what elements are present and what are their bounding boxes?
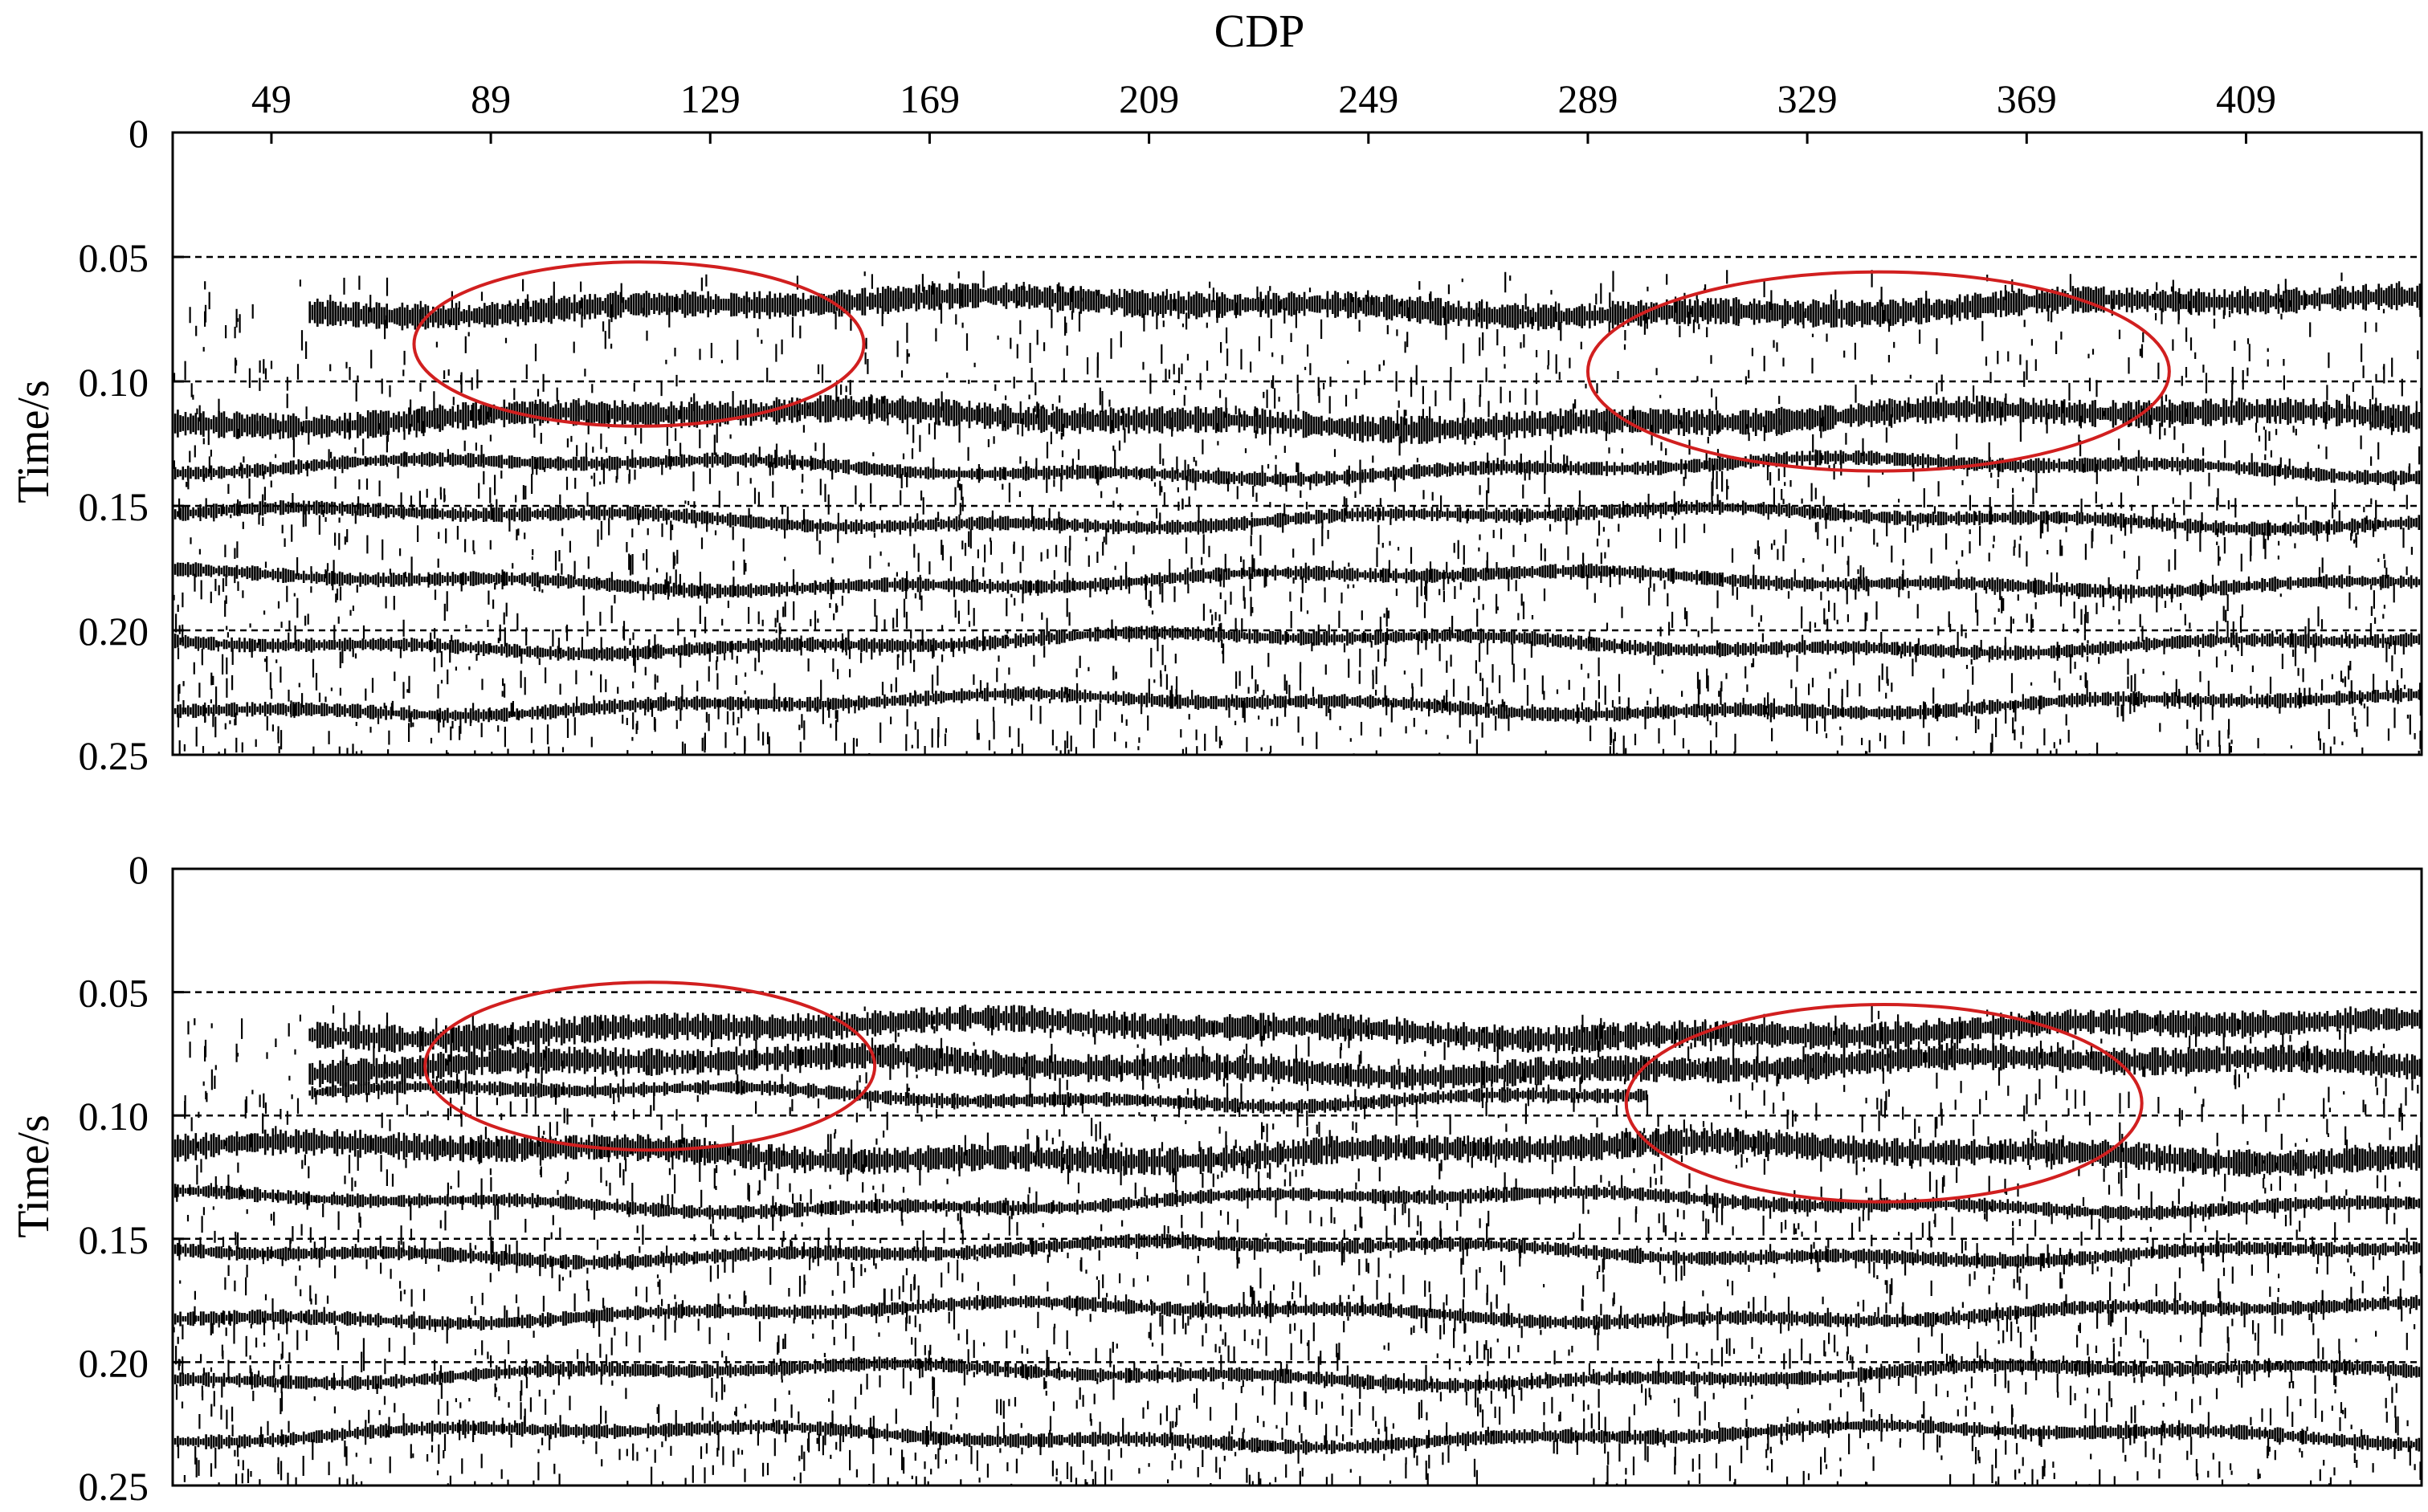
top-x-tick-label: 329	[1777, 76, 1838, 121]
top-y-tick-label: 0.25	[79, 733, 149, 778]
top-x-tick-label: 369	[1997, 76, 2057, 121]
bottom-y-tick-label: 0.15	[79, 1217, 149, 1262]
bottom-y-tick-label: 0.05	[79, 971, 149, 1016]
bottom-plot-background	[173, 869, 2422, 1486]
bottom-noise-layer	[173, 1005, 2422, 1486]
bottom-y-tick-labels: 0 0.05 0.10 0.15 0.20 0.25	[79, 847, 149, 1509]
bottom-highlight-ellipse-0	[423, 980, 877, 1152]
bottom-highlight-ellipse-1	[1624, 1002, 2144, 1204]
top-reflector-2	[173, 450, 2422, 487]
top-y-tick-label: 0	[129, 111, 149, 156]
top-x-tick-label: 169	[900, 76, 960, 121]
top-x-tick-label: 289	[1557, 76, 1618, 121]
top-x-tick-label: 409	[2216, 76, 2276, 121]
top-x-tick-labels: 49 89 129 169 209 249 289 329 369 409	[251, 76, 2276, 121]
x-axis-title: CDP	[1214, 5, 1305, 57]
top-x-tick-label: 209	[1119, 76, 1179, 121]
top-highlight-ellipse-0	[412, 260, 866, 428]
top-y-tick-label: 0.05	[79, 235, 149, 280]
bottom-y-tick-label: 0.10	[79, 1094, 149, 1139]
top-x-tick-label: 49	[251, 76, 292, 121]
top-reflector-5	[173, 626, 2422, 662]
bottom-y-tick-label: 0	[129, 847, 149, 892]
top-seismic-plot-area	[171, 131, 2423, 756]
top-x-tick-label: 89	[471, 76, 511, 121]
top-y-tick-label: 0.15	[79, 484, 149, 529]
top-y-tick-label: 0.20	[79, 609, 149, 654]
bottom-y-axis-title: Time/s	[9, 1115, 59, 1238]
top-y-tick-label: 0.10	[79, 360, 149, 405]
top-plot-background	[173, 132, 2422, 755]
top-y-axis-title: Time/s	[9, 380, 59, 503]
top-y-tick-labels: 0 0.05 0.10 0.15 0.20 0.25	[79, 111, 149, 778]
bottom-seismic-plot-area	[171, 867, 2423, 1487]
top-x-tick-label: 129	[680, 76, 741, 121]
top-noise-layer	[173, 270, 2422, 755]
top-panel: CDP 49 89 129 169 209 249 289 329 369 409 0 0.05 0.…	[9, 5, 2423, 778]
bottom-axes-frame	[171, 867, 2423, 1487]
bottom-y-tick-label: 0.25	[79, 1464, 149, 1509]
bottom-panel: 0 0.05 0.10 0.15 0.20 0.25 Time/s	[9, 847, 2423, 1509]
top-axes-frame	[171, 131, 2423, 756]
top-x-tick-label: 249	[1338, 76, 1398, 121]
bottom-y-tick-label: 0.20	[79, 1340, 149, 1385]
top-highlight-ellipse-1	[1585, 270, 2171, 473]
